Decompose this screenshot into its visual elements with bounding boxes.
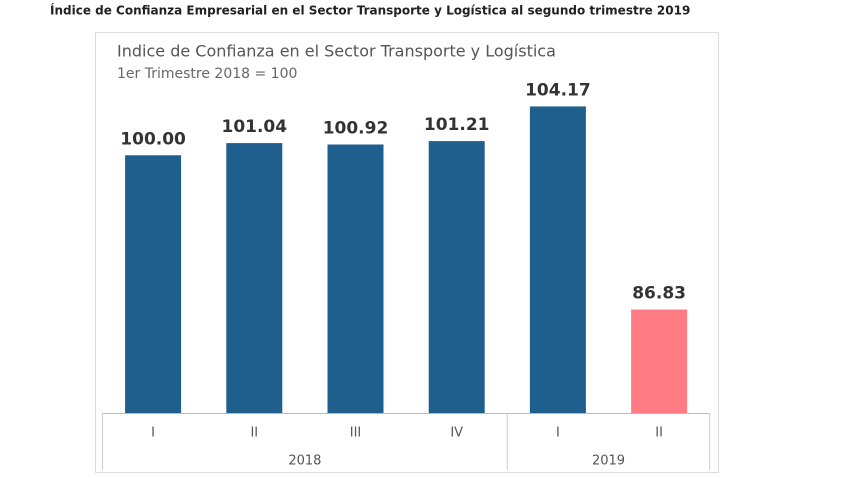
x-tick-label: IV bbox=[450, 426, 463, 441]
value-label: 101.04 bbox=[221, 117, 287, 137]
bar bbox=[631, 309, 688, 413]
x-tick-label: I bbox=[556, 426, 560, 441]
x-tick-label: III bbox=[350, 426, 362, 441]
bar bbox=[529, 106, 586, 414]
value-label: 104.17 bbox=[525, 80, 591, 100]
value-label: 100.92 bbox=[323, 119, 389, 139]
value-label: 86.83 bbox=[632, 284, 686, 304]
page-caption: Índice de Confianza Empresarial en el Se… bbox=[50, 3, 690, 18]
bar bbox=[125, 155, 182, 414]
bar bbox=[327, 144, 384, 413]
bar bbox=[226, 143, 283, 414]
chart-title: Indice de Confianza en el Sector Transpo… bbox=[117, 42, 556, 61]
chart-subtitle: 1er Trimestre 2018 = 100 bbox=[117, 66, 297, 82]
chart-frame bbox=[95, 32, 719, 473]
bar bbox=[428, 141, 485, 413]
group-label: 2019 bbox=[592, 454, 625, 469]
x-tick-label: II bbox=[655, 426, 663, 441]
x-tick-label: II bbox=[250, 426, 258, 441]
group-label: 2018 bbox=[288, 454, 321, 469]
value-label: 101.21 bbox=[424, 115, 490, 135]
value-label: 100.00 bbox=[120, 129, 186, 149]
x-tick-label: I bbox=[151, 426, 155, 441]
